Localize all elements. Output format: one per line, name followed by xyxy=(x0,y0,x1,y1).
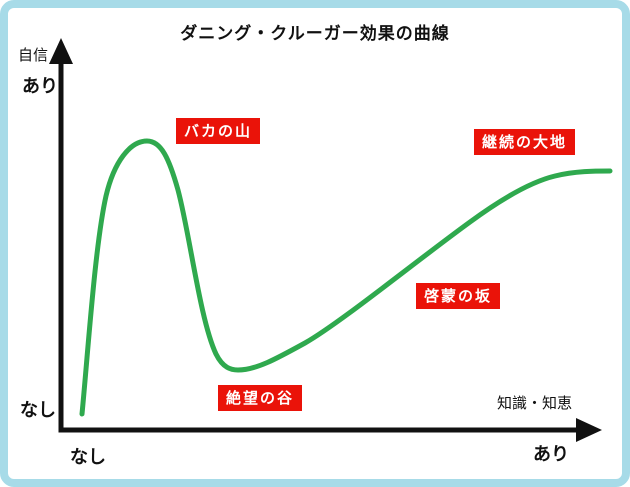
y-axis-min-label: なし xyxy=(20,400,56,421)
y-axis-max-label: あり xyxy=(22,76,58,97)
x-axis-min-label: なし xyxy=(70,447,106,468)
annotation-valley-of-despair: 絶望の谷 xyxy=(218,385,303,411)
confidence-curve xyxy=(79,138,613,417)
annotation-mount-stupid: バカの山 xyxy=(176,118,261,144)
y-axis-name: 自信 xyxy=(18,46,49,64)
x-axis-max-label: あり xyxy=(533,444,569,465)
x-axis-name: 知識・知恵 xyxy=(497,394,573,412)
annotation-slope-of-enlightenment: 啓蒙の坂 xyxy=(416,283,501,309)
x-axis-arrowhead-icon xyxy=(576,418,602,442)
y-axis-arrowhead-icon xyxy=(49,38,73,64)
chart-title: ダニング・クルーガー効果の曲線 xyxy=(180,24,450,44)
annotation-plateau-of-sustainability: 継続の大地 xyxy=(474,129,576,155)
